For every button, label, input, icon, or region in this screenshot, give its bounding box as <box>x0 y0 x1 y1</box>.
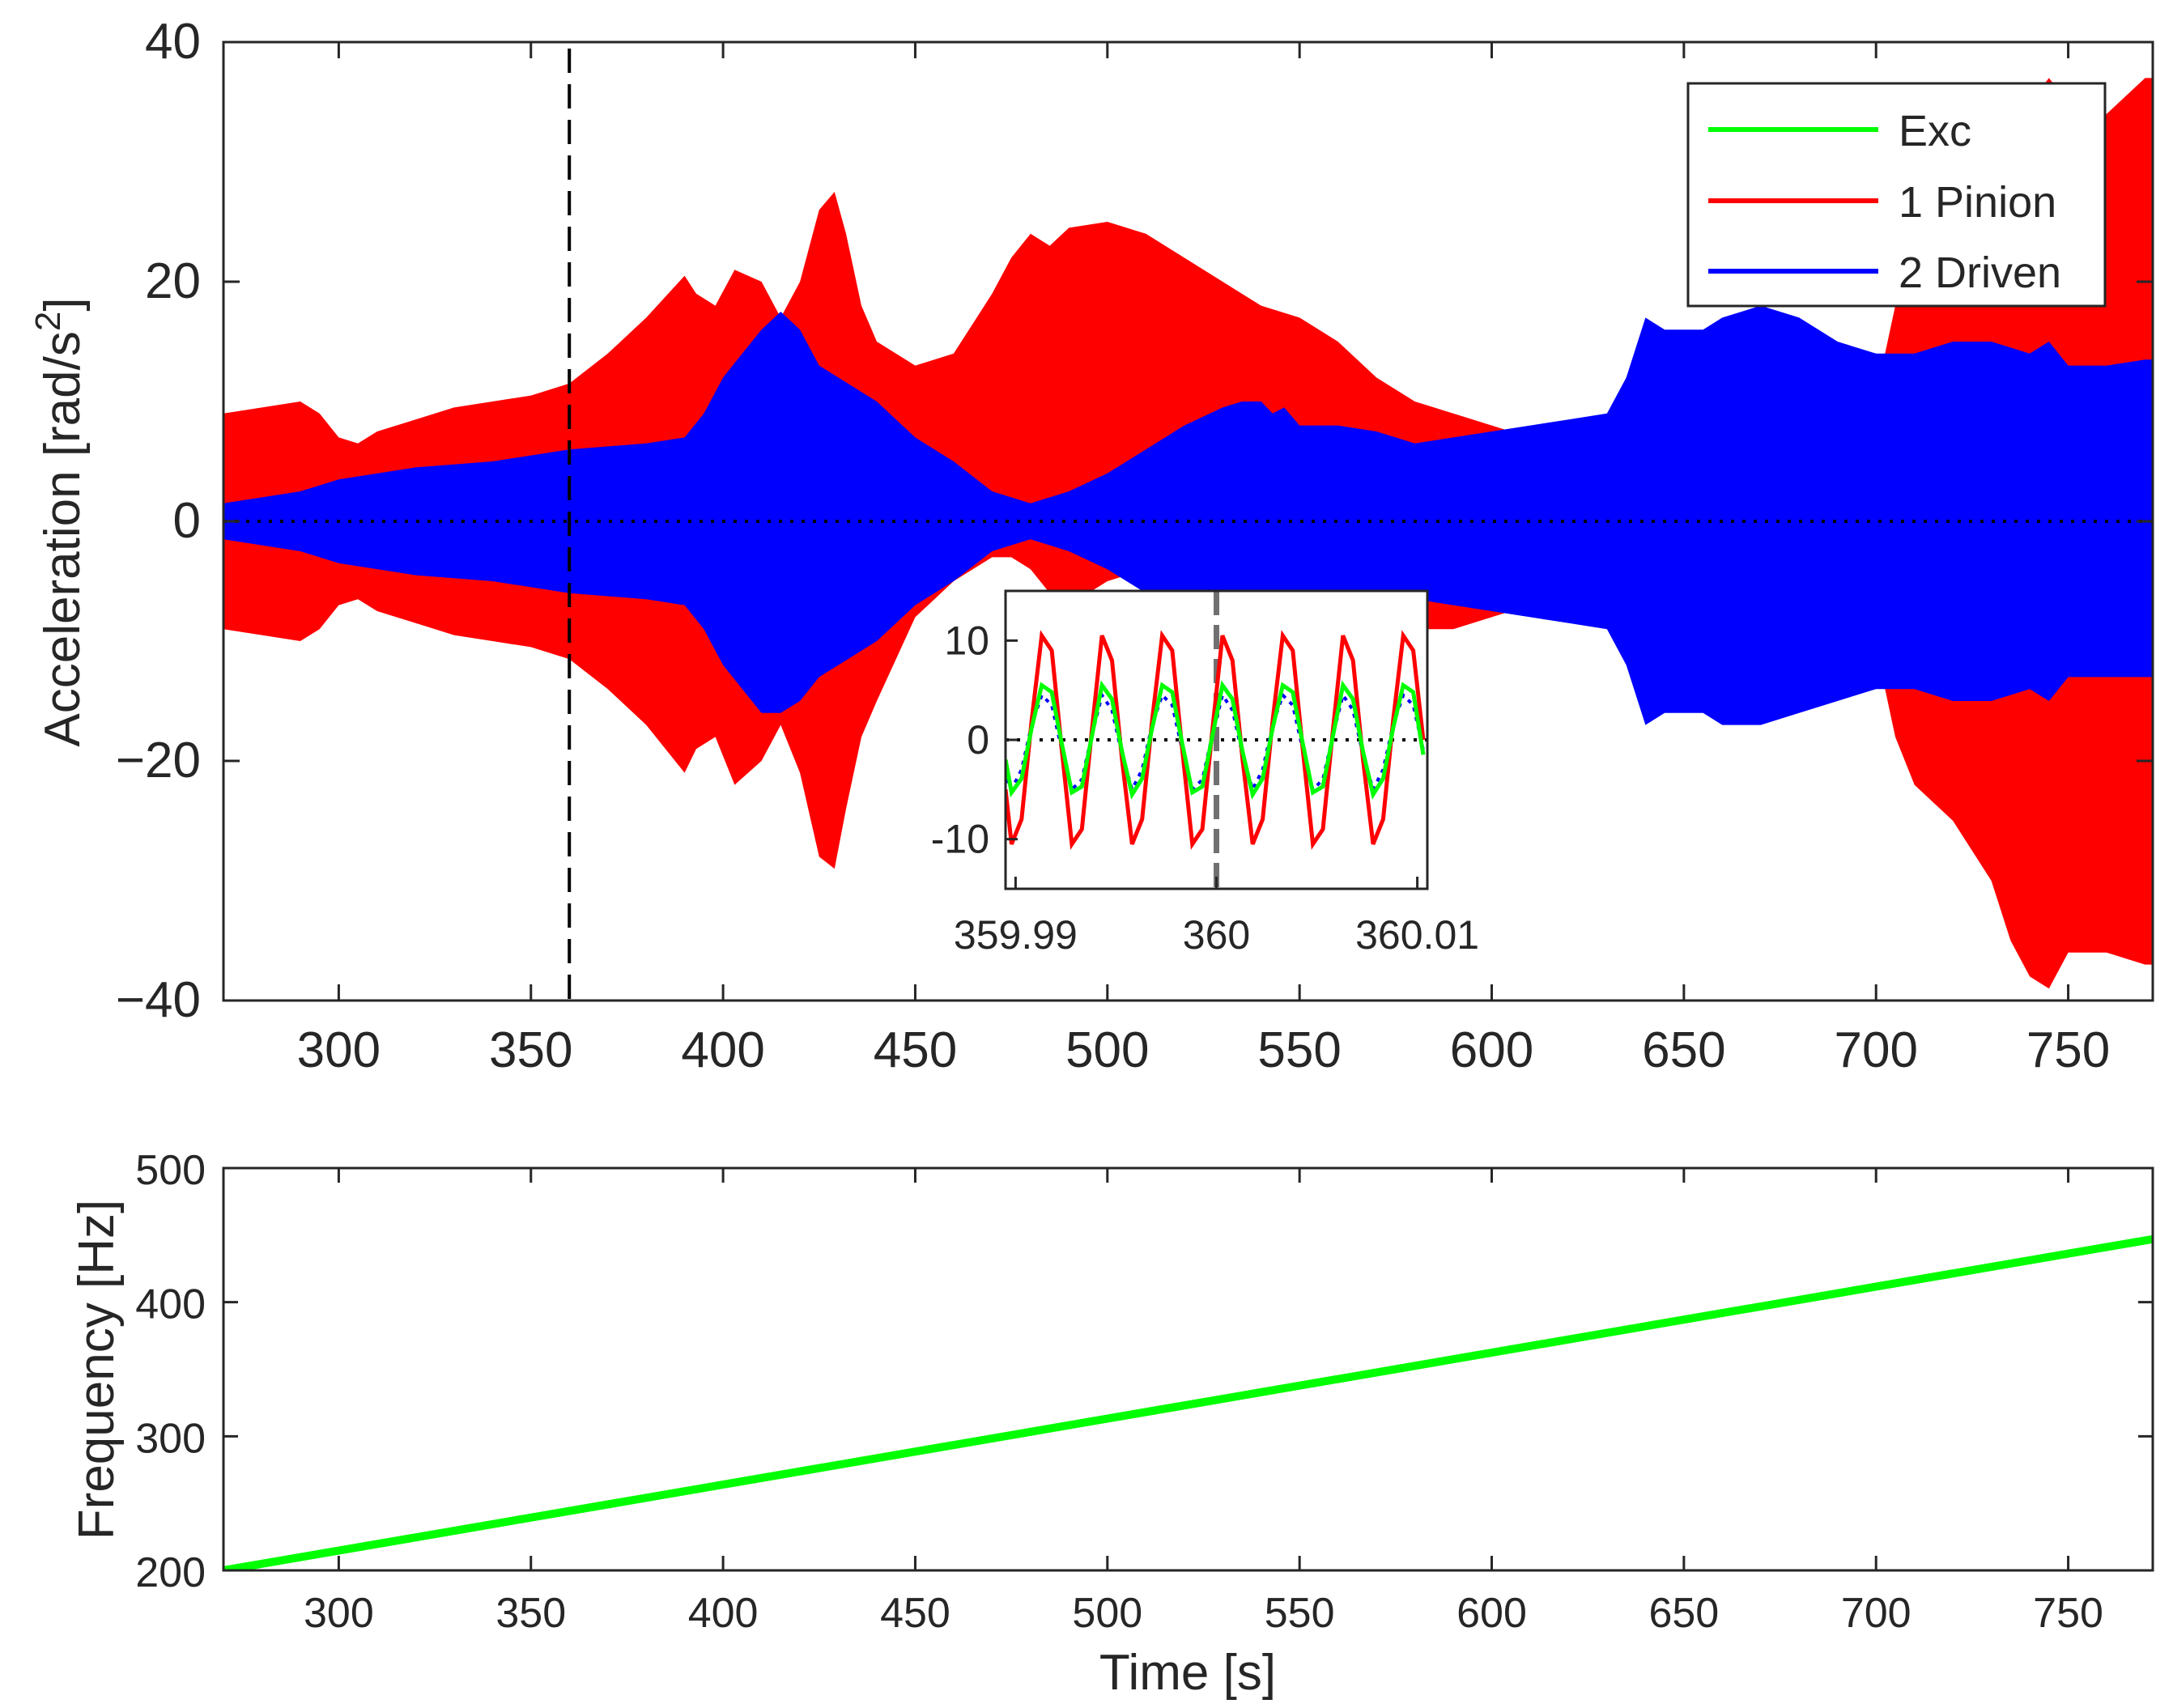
inset-x-ticks: 359.99 360 360.01 <box>954 877 1479 958</box>
top-xtick-label: 700 <box>1834 1022 1917 1078</box>
bottom-xtick-label: 450 <box>880 1590 950 1637</box>
inset-zoom: 359.99 360 360.01 -10 0 10 <box>931 589 1479 958</box>
frequency-line <box>223 1234 2153 1570</box>
inset-exc-line <box>1006 680 1426 800</box>
top-xtick-label: 750 <box>2026 1022 2110 1078</box>
ylabel-main: Acceleration [rad/s <box>35 331 91 746</box>
bottom-xtick-label: 350 <box>495 1590 566 1637</box>
top-xtick-label: 400 <box>681 1022 764 1078</box>
bottom-xtick-label: 700 <box>1841 1590 1911 1637</box>
inset-ytick-label: -10 <box>931 817 989 862</box>
top-xtick-label: 450 <box>874 1022 957 1078</box>
bottom-plot-area <box>223 1168 2153 1570</box>
bottom-ytick-label: 400 <box>135 1281 206 1328</box>
inset-xtick-label: 359.99 <box>954 912 1078 958</box>
acceleration-axis-label: Acceleration [rad/s2] <box>28 297 91 746</box>
inset-xtick-label: 360 <box>1183 912 1250 958</box>
legend-label-pinion: 1 Pinion <box>1899 178 2056 227</box>
top-y-ticks: −40 −20 0 20 40 <box>116 14 2153 1028</box>
ylabel-superscript: 2 <box>28 312 68 331</box>
top-xtick-label: 300 <box>297 1022 381 1078</box>
top-ytick-label: −20 <box>116 733 201 788</box>
bottom-xtick-label: 500 <box>1072 1590 1142 1637</box>
top-ytick-label: 40 <box>145 14 201 70</box>
top-xtick-label: 550 <box>1257 1022 1341 1078</box>
top-xtick-label: 500 <box>1065 1022 1149 1078</box>
bottom-xtick-label: 300 <box>304 1590 374 1637</box>
inset-ytick-label: 0 <box>967 717 989 763</box>
acceleration-panel: 300 350 400 450 500 550 600 650 700 750 −40−20020… <box>28 14 2154 1078</box>
legend-label-driven: 2 Driven <box>1899 249 2061 297</box>
legend-label-exc: Exc <box>1899 107 1971 155</box>
legend: Exc 1 Pinion 2 Driven <box>1686 82 2107 308</box>
top-x-ticks: 300 350 400 450 500 550 600 650 700 750 <box>297 42 2110 1078</box>
top-xtick-label: 600 <box>1450 1022 1533 1078</box>
bottom-ytick-label: 500 <box>135 1147 206 1194</box>
bottom-xtick-label: 400 <box>688 1590 759 1637</box>
bottom-xtick-label: 550 <box>1265 1590 1335 1637</box>
ylabel-close: ] <box>35 297 91 311</box>
bottom-xtick-label: 650 <box>1648 1590 1719 1637</box>
bottom-axes-box <box>222 1166 2154 1572</box>
inset-ytick-label: 10 <box>944 618 989 663</box>
bottom-series-group <box>223 1234 2153 1570</box>
top-ytick-label: −40 <box>116 972 201 1028</box>
bottom-ytick-label: 200 <box>135 1549 206 1596</box>
bottom-y-ticks: 200 300 400 500 <box>135 1147 2153 1596</box>
bottom-x-ticks: 300 350 400 450 500 550 600 650 700 750 <box>304 1168 2103 1637</box>
driven-envelope <box>223 305 2153 725</box>
frequency-panel: 300 350 400 450 500 550 600 650 700 750 200 300 400… <box>69 1147 2154 1701</box>
bottom-ytick-label: 300 <box>135 1415 206 1462</box>
bottom-xtick-label: 750 <box>2033 1590 2103 1637</box>
time-axis-label: Time [s] <box>1099 1645 1276 1701</box>
inset-series-group <box>1006 591 1427 889</box>
top-xtick-label: 350 <box>489 1022 572 1078</box>
inset-xtick-label: 360.01 <box>1355 912 1479 958</box>
top-series-group <box>223 49 2153 1001</box>
frequency-axis-label: Frequency [Hz] <box>69 1200 125 1540</box>
inset-y-ticks: -10 0 10 <box>931 618 1018 862</box>
top-xtick-label: 650 <box>1642 1022 1725 1078</box>
top-ytick-label: 0 <box>173 493 201 549</box>
top-ytick-label: 20 <box>145 253 201 309</box>
bottom-xtick-label: 600 <box>1456 1590 1527 1637</box>
